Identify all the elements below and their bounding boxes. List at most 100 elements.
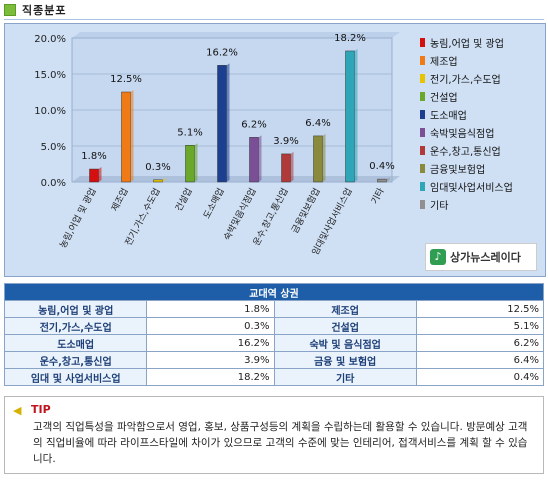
legend-item: 임대및사업서비스업 [420,177,513,195]
data-label: 0.3% [145,162,170,173]
logo-text: 상가뉴스레이다 [450,251,521,264]
bar [185,145,195,183]
bar [249,137,259,183]
table-row: 임대 및 사업서비스업 18.2% 기타 0.4% [3,368,545,386]
legend-label: 기타 [430,200,449,212]
tip-label: TIP [31,403,51,416]
title-divider [4,19,544,20]
data-label: 6.4% [305,118,330,129]
y-tick-label: 5.0% [41,142,66,153]
bar [153,179,163,183]
legend-label: 숙박및음식점업 [430,128,495,140]
data-label: 5.1% [177,127,202,138]
y-tick-label: 20.0% [34,34,66,45]
bar-side [98,167,102,182]
data-label: 18.2% [334,33,366,44]
bar [217,65,227,183]
legend-swatch [420,109,425,119]
legend-label: 제조업 [430,56,458,68]
logo-icon: ♪ [430,249,446,265]
category-cell: 건설업 [273,317,417,335]
bar-side [386,177,390,182]
x-tick-label: 도소매업 [201,186,226,220]
legend-item: 금융및보험업 [420,159,513,177]
value-cell: 3.9% [146,351,275,369]
legend-swatch [420,163,425,173]
tip-box: ◀ TIP 고객의 직업특성을 파악함으로서 영업, 홍보, 상품구성등의 계획… [4,396,544,474]
data-label: 6.2% [241,119,266,130]
legend-item: 도소매업 [420,105,513,123]
legend-item: 제조업 [420,51,513,69]
legend-item: 전기,가스,수도업 [420,69,513,87]
category-cell: 기타 [273,368,417,386]
x-tick-label: 금융및보험업 [289,186,323,236]
value-cell: 18.2% [146,368,275,386]
table-row: 전기,가스,수도업 0.3% 건설업 5.1% [3,317,545,335]
legend-label: 임대및사업서비스업 [430,182,513,194]
legend-swatch [420,37,425,47]
table-header: 교대역 상권 [4,283,544,301]
tip-text: 고객의 직업특성을 파악함으로서 영업, 홍보, 상품구성등의 계획을 수립하는… [33,421,528,465]
bar [121,91,131,183]
table-row: 운수,창고,통신업 3.9% 금융 및 보험업 6.4% [3,351,545,369]
x-tick-label: 건설업 [173,186,194,213]
value-cell: 1.8% [146,300,275,318]
value-cell: 0.4% [415,368,545,386]
legend-label: 금융및보험업 [430,164,486,176]
distribution-table: 교대역 상권 농림,어업 및 광업 1.8% 제조업 12.5% 전기,가스,수도업 0.… [3,283,545,386]
bar-side [162,177,166,182]
bar [89,168,99,183]
bar [313,135,323,183]
legend-swatch [420,145,425,155]
data-label: 0.4% [369,161,394,172]
category-cell: 제조업 [273,300,417,318]
legend-swatch [420,127,425,137]
bar-side [258,135,262,182]
legend-item: 건설업 [420,87,513,105]
category-cell: 도소매업 [3,334,148,352]
x-tick-label: 전기,가스,수도업 [123,186,163,247]
bar-side [322,133,326,182]
value-cell: 16.2% [146,334,275,352]
data-label: 16.2% [206,47,238,58]
category-cell: 운수,창고,통신업 [3,351,148,369]
data-label: 1.8% [81,151,106,162]
category-cell: 전기,가스,수도업 [3,317,148,335]
section-title: 직종분포 [22,4,67,17]
legend-item: 운수,창고,통신업 [420,141,513,159]
brand-logo: ♪ 상가뉴스레이다 [425,243,537,271]
bar [281,153,291,183]
legend-item: 기타 [420,195,513,213]
x-tick-label: 제조업 [109,186,130,213]
bar [377,178,387,183]
legend-label: 도소매업 [430,110,467,122]
legend-label: 농림,어업 및 광업 [430,38,504,50]
bar-side [130,90,134,182]
bullet-icon [4,4,16,16]
value-cell: 0.3% [146,317,275,335]
legend-swatch [420,199,425,209]
legend-swatch [420,55,425,65]
x-tick-label: 운수,창고,통신업 [251,186,291,247]
category-cell: 농림,어업 및 광업 [3,300,148,318]
y-tick-label: 15.0% [34,70,66,81]
legend-item: 농림,어업 및 광업 [420,33,513,51]
table-row: 도소매업 16.2% 숙박 및 음식점업 6.2% [3,334,545,352]
y-tick-label: 10.0% [34,106,66,117]
x-tick-label: 기타 [369,186,387,206]
y-tick-label: 0.0% [41,178,66,189]
plot-top-wall [72,32,400,38]
x-tick-label: 농림,어업 및 광업 [57,186,99,250]
category-cell: 숙박 및 음식점업 [273,334,417,352]
bar [345,50,355,183]
value-cell: 12.5% [415,300,545,318]
data-label: 3.9% [273,136,298,147]
table-row: 농림,어업 및 광업 1.8% 제조업 12.5% [3,300,545,318]
bar-side [354,48,358,183]
category-cell: 임대 및 사업서비스업 [3,368,148,386]
value-cell: 6.2% [415,334,545,352]
speaker-icon: ◀ [13,403,22,417]
bar-side [226,63,230,182]
